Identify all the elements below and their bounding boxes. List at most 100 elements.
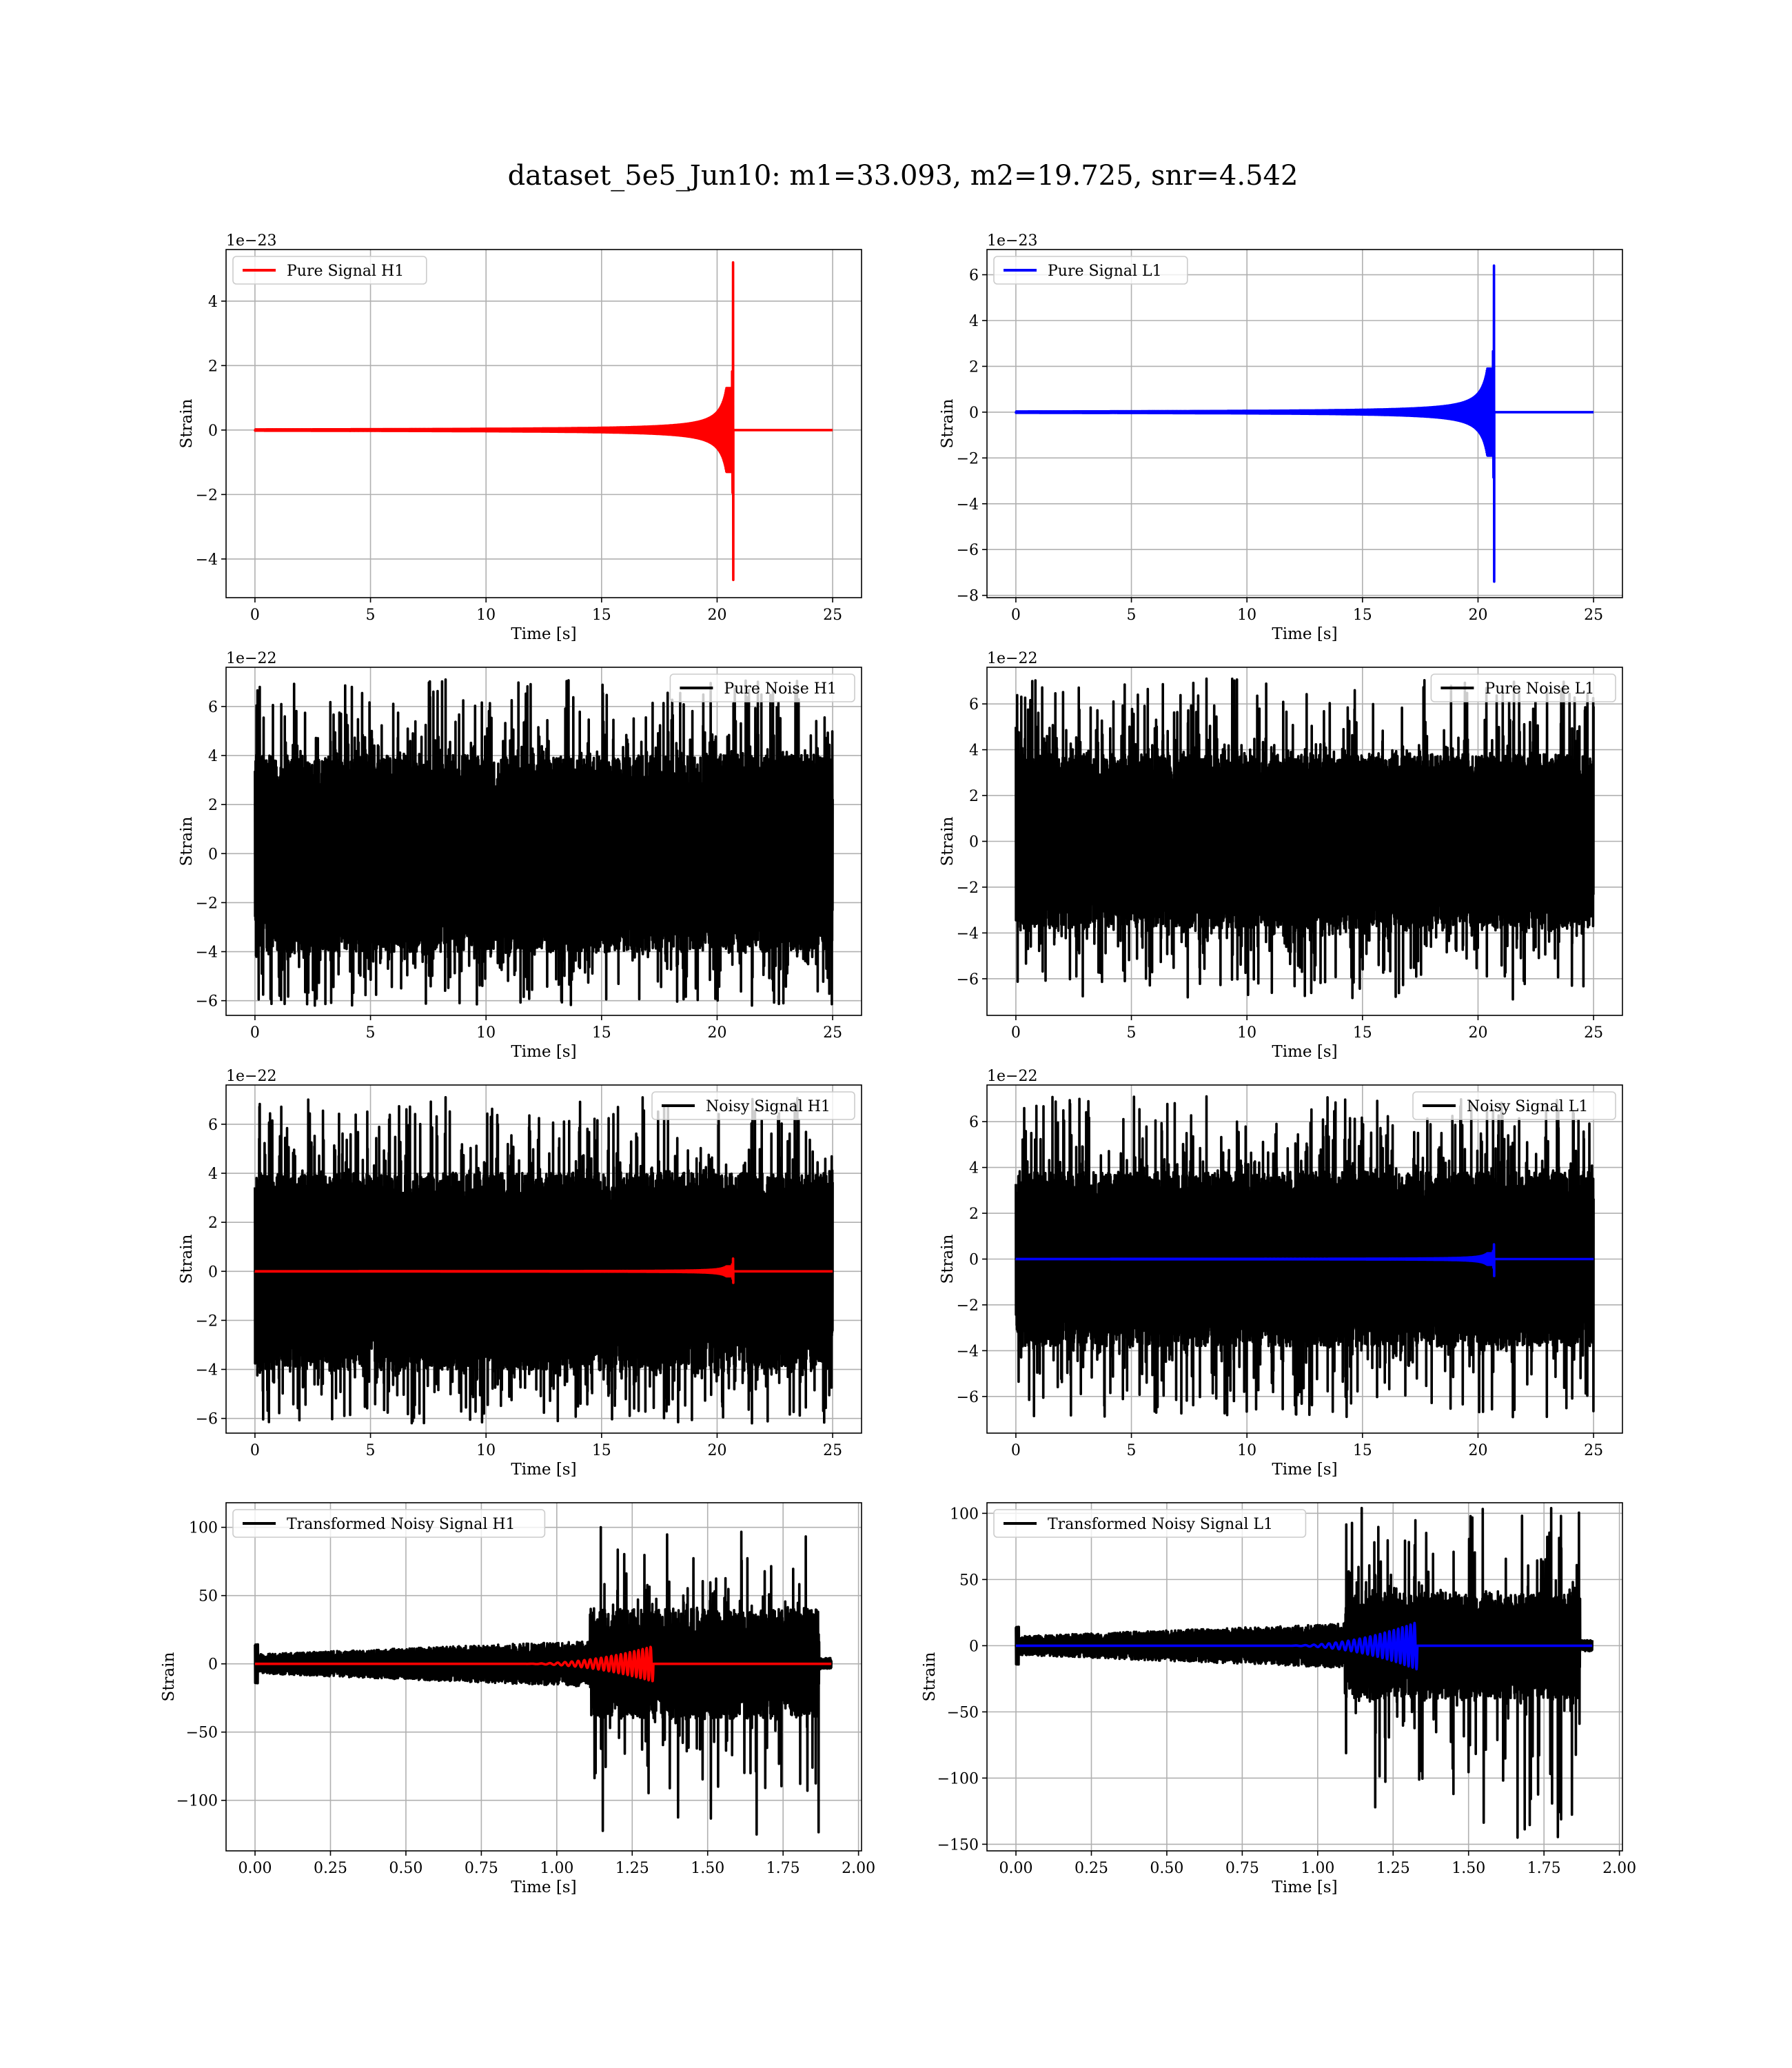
y-tick-label: −50 — [947, 1704, 979, 1721]
legend-label: Pure Signal H1 — [287, 263, 404, 280]
series-line-pure-signal-l1 — [1015, 264, 1595, 583]
x-tick-label: 10 — [1237, 607, 1256, 624]
x-tick-label: 1.25 — [615, 1860, 649, 1877]
y-tick-label: 6 — [969, 267, 979, 285]
x-tick-label: 0 — [1011, 1442, 1021, 1459]
y-tick-label: 4 — [208, 748, 218, 765]
legend: Transformed Noisy Signal H1 — [232, 1509, 546, 1538]
x-axis-label: Time [s] — [511, 1043, 576, 1061]
axes-frame — [225, 1502, 862, 1852]
y-tick-label: 6 — [969, 696, 979, 713]
y-tick-label: 50 — [959, 1572, 979, 1589]
chart-pure-signal-l1: 0 5 10 15 20 25 −8 −6 −4 −2 0 2 4 6 Time [s] Strain 1e−2… — [939, 232, 1623, 643]
legend-box — [232, 256, 427, 285]
y-tick-label: 0 — [208, 1264, 218, 1281]
axes-frame — [225, 667, 862, 1016]
legend: Pure Signal H1 — [232, 256, 427, 285]
chart-noisy-signal-h1: 0 5 10 15 20 25 −6 −4 −2 0 2 4 6 Time [s] Strain 1e−22 N… — [178, 1068, 862, 1479]
x-tick-label: 20 — [707, 1024, 726, 1042]
x-tick-label: 25 — [1584, 1442, 1603, 1459]
axes-frame — [225, 1084, 862, 1434]
x-tick-label: 15 — [592, 607, 611, 624]
legend-label: Noisy Signal L1 — [1467, 1098, 1588, 1115]
x-tick-label: 5 — [1127, 607, 1137, 624]
y-tick-label: −6 — [957, 971, 979, 989]
legend: Pure Noise L1 — [1430, 673, 1616, 702]
y-offset-label: 1e−23 — [987, 232, 1037, 250]
x-tick-label: 1.75 — [1527, 1860, 1561, 1877]
y-tick-label: −2 — [196, 487, 218, 504]
y-tick-label: 0 — [969, 1638, 979, 1655]
y-tick-label: 0 — [208, 1656, 218, 1674]
x-axis-label: Time [s] — [1272, 1461, 1337, 1479]
y-tick-label: 4 — [969, 1160, 979, 1177]
y-tick-label: 50 — [198, 1588, 218, 1605]
x-tick-label: 15 — [1353, 607, 1372, 624]
x-tick-label: 0.25 — [1075, 1860, 1108, 1877]
x-tick-label: 10 — [476, 1024, 496, 1042]
y-axis-label: Strain — [939, 1234, 957, 1284]
axes-frame — [986, 249, 1623, 598]
legend-box — [669, 673, 855, 702]
x-tick-label: 20 — [1468, 1024, 1487, 1042]
y-tick-label: −2 — [957, 880, 979, 897]
x-tick-label: 0.00 — [999, 1860, 1033, 1877]
x-tick-label: 0.50 — [1150, 1860, 1183, 1877]
y-axis-label: Strain — [921, 1652, 939, 1701]
x-tick-label: 10 — [476, 607, 496, 624]
x-tick-label: 0 — [250, 1024, 260, 1042]
y-tick-label: 4 — [208, 1166, 218, 1183]
legend-box — [232, 1509, 546, 1538]
legend-box — [1412, 1091, 1616, 1120]
x-tick-label: 10 — [1237, 1442, 1256, 1459]
x-tick-label: 0 — [1011, 1024, 1021, 1042]
x-tick-label: 25 — [823, 1442, 842, 1459]
y-offset-label: 1e−23 — [226, 232, 276, 250]
y-axis-label: Strain — [178, 1234, 196, 1284]
figure-title: dataset_5e5_Jun10: m1=33.093, m2=19.725,… — [508, 160, 1299, 192]
x-tick-label: 1.00 — [1301, 1860, 1334, 1877]
x-tick-label: 1.00 — [540, 1860, 573, 1877]
y-tick-label: 6 — [208, 699, 218, 716]
legend-box — [993, 256, 1188, 285]
axes-frame — [225, 249, 862, 598]
x-tick-label: 0 — [1011, 607, 1021, 624]
x-tick-label: 0.50 — [389, 1860, 422, 1877]
y-offset-label: 1e−22 — [987, 1068, 1037, 1085]
x-tick-label: 0 — [250, 1442, 260, 1459]
y-tick-label: −6 — [196, 1411, 218, 1428]
x-tick-label: 1.25 — [1376, 1860, 1410, 1877]
y-tick-label: 0 — [208, 846, 218, 863]
y-axis-label: Strain — [178, 398, 196, 448]
y-tick-label: 0 — [969, 834, 979, 851]
y-tick-label: 6 — [969, 1114, 979, 1131]
chart-transformed-noisy-signal-l1: 0.00 0.25 0.50 0.75 1.00 1.25 1.50 1.75 2.00 −150… — [921, 1502, 1636, 1896]
legend-label: Pure Signal L1 — [1048, 263, 1162, 280]
y-tick-label: 6 — [208, 1117, 218, 1134]
series-line-transformed-noisy-signal-h1 — [254, 1525, 833, 1836]
x-tick-label: 1.50 — [691, 1860, 724, 1877]
legend-label: Transformed Noisy Signal L1 — [1048, 1516, 1273, 1533]
x-tick-label: 5 — [1127, 1442, 1137, 1459]
x-tick-label: 25 — [823, 607, 842, 624]
x-axis-label: Time [s] — [1272, 1878, 1337, 1896]
x-tick-label: 20 — [1468, 1442, 1487, 1459]
x-tick-label: 25 — [1584, 1024, 1603, 1042]
x-tick-label: 15 — [592, 1442, 611, 1459]
y-tick-label: −100 — [176, 1793, 218, 1810]
series-line-noisy-signal-l1-overlay — [1015, 1243, 1595, 1277]
x-tick-label: 5 — [366, 1442, 376, 1459]
legend: Noisy Signal L1 — [1412, 1091, 1616, 1120]
x-tick-label: 1.50 — [1452, 1860, 1485, 1877]
y-tick-label: −2 — [196, 895, 218, 912]
legend: Pure Noise H1 — [669, 673, 855, 702]
y-tick-label: 2 — [969, 358, 979, 376]
y-tick-label: 4 — [208, 294, 218, 311]
y-tick-label: 100 — [950, 1506, 979, 1523]
x-axis-label: Time [s] — [1272, 625, 1337, 643]
y-tick-label: 0 — [208, 423, 218, 440]
y-tick-label: 4 — [969, 313, 979, 330]
y-tick-label: 100 — [189, 1520, 218, 1537]
y-offset-label: 1e−22 — [226, 650, 276, 667]
x-tick-label: 0.00 — [238, 1860, 272, 1877]
